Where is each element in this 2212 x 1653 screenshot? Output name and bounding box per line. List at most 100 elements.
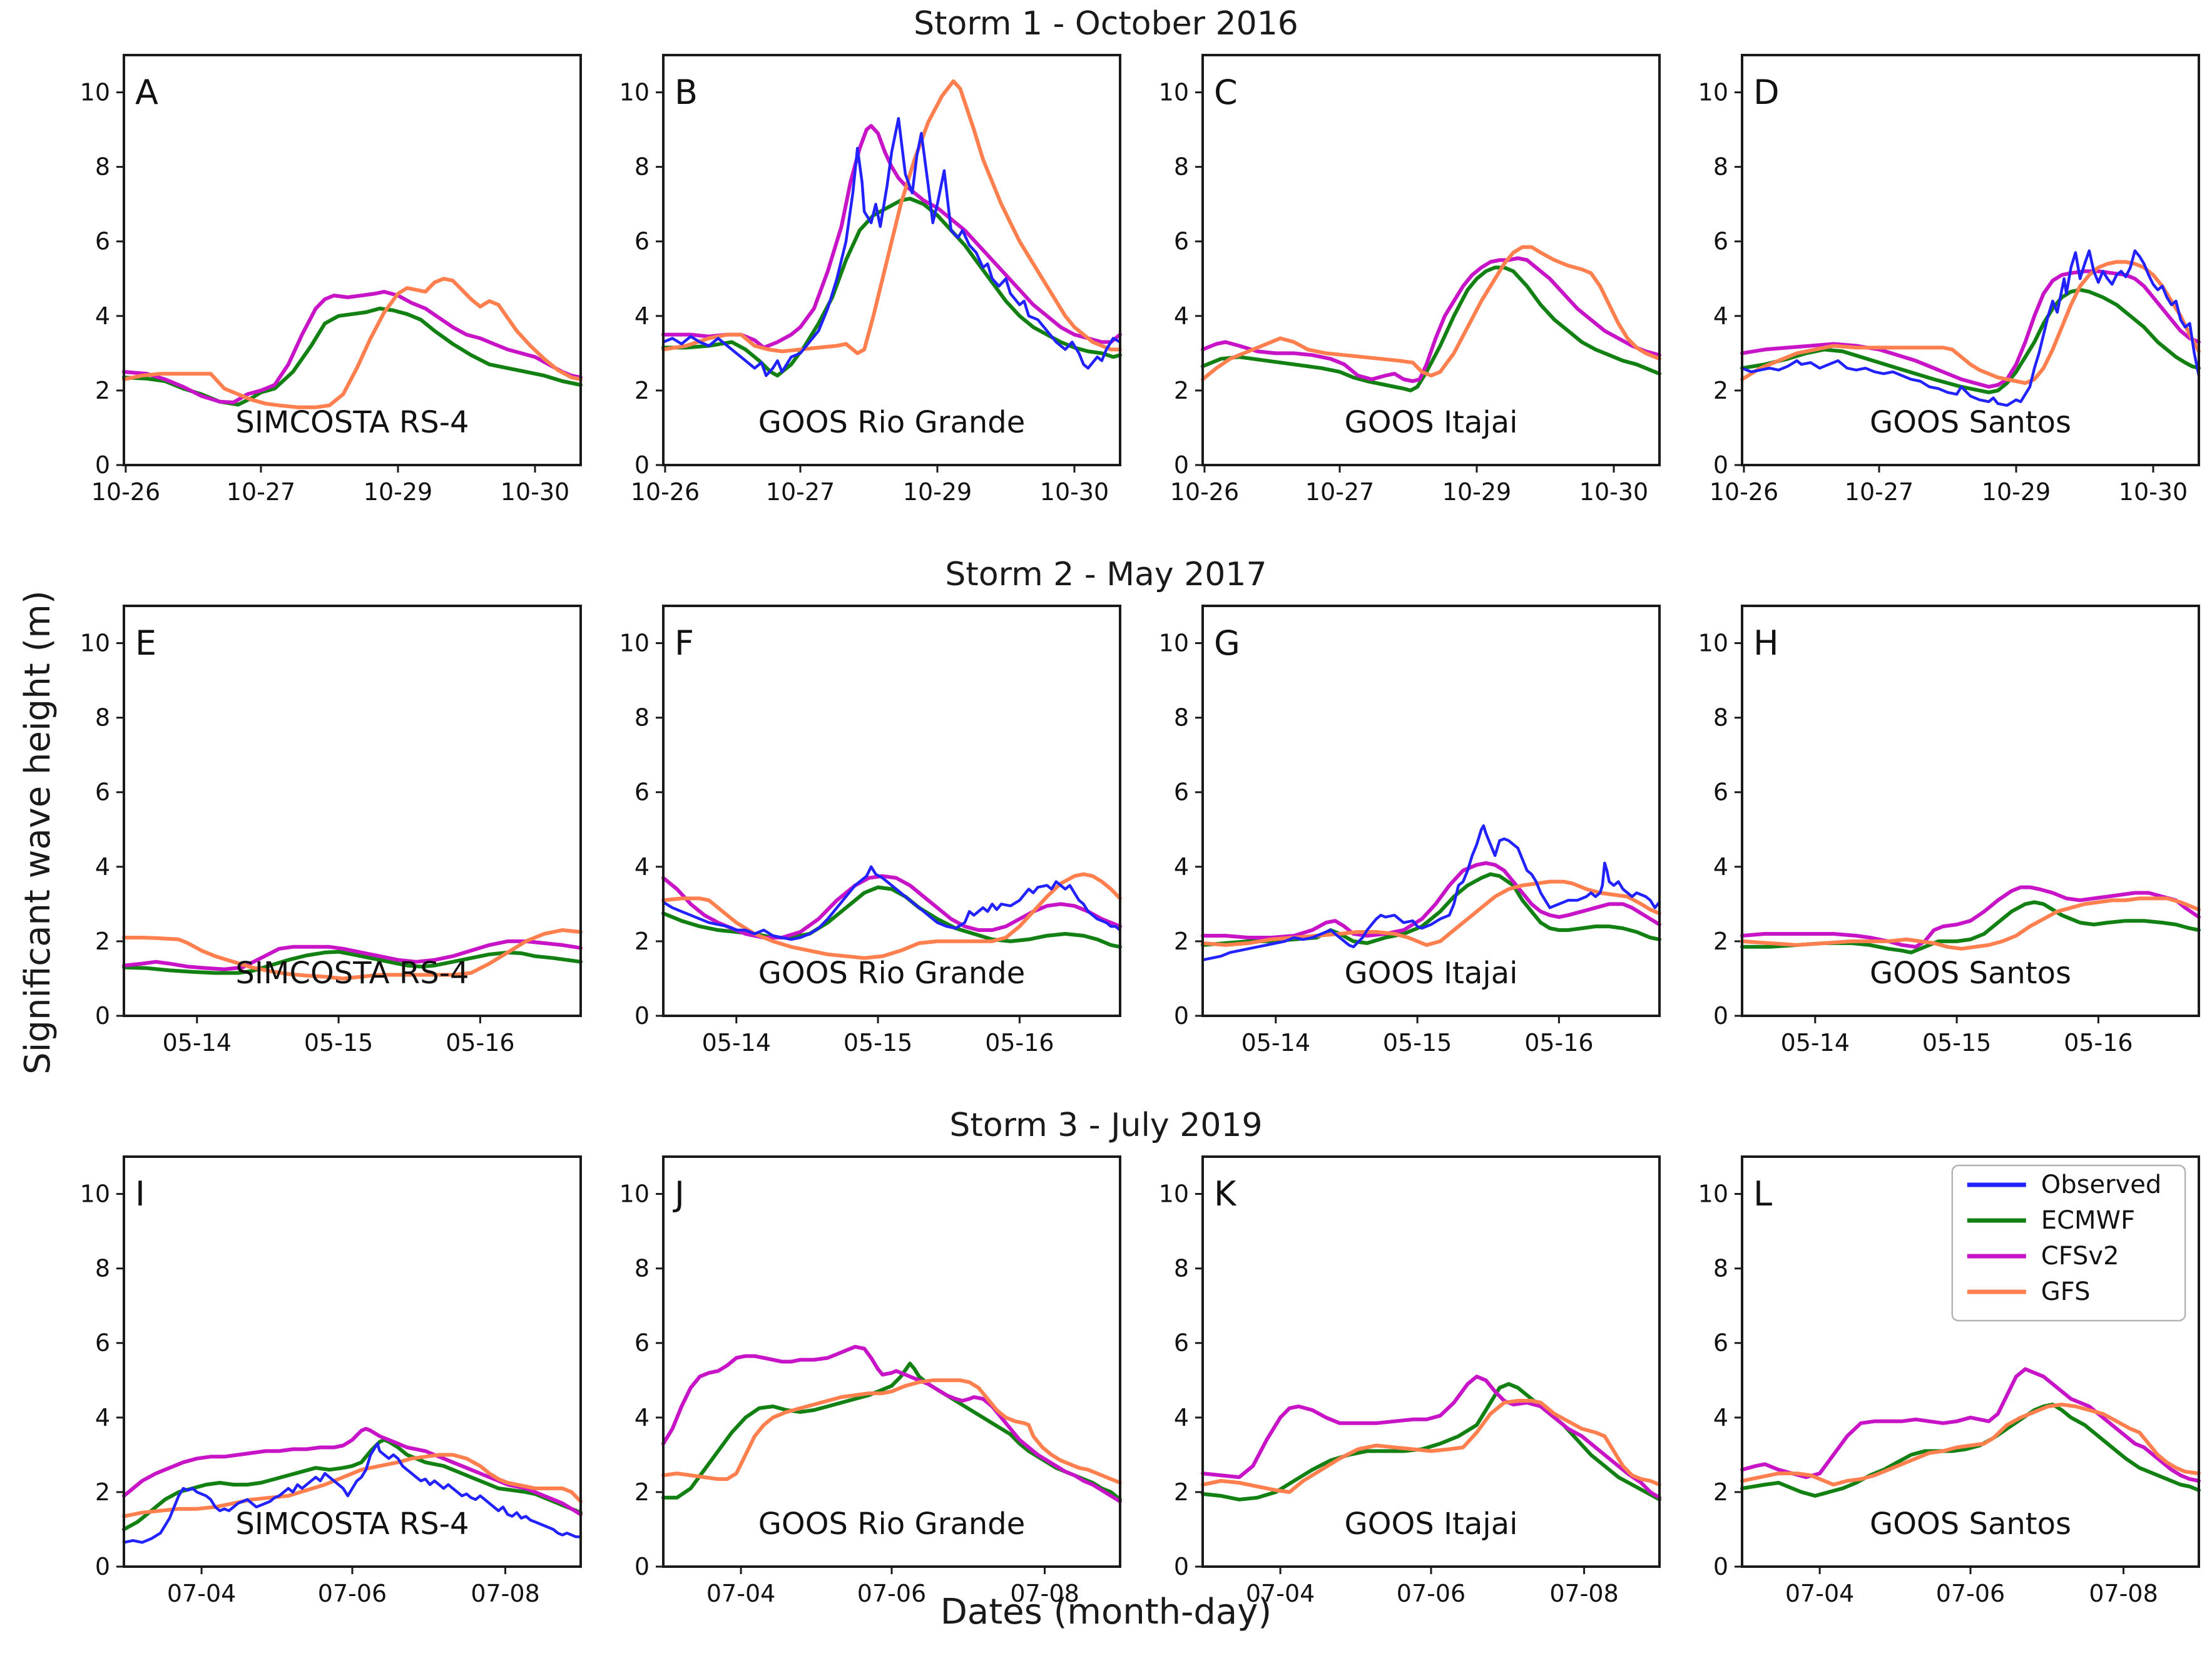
series-line-gfs <box>1201 1399 1661 1494</box>
series-line-observed <box>1740 249 2201 407</box>
x-tick-label: 07-04 <box>1785 1580 1854 1607</box>
y-tick-label: 4 <box>95 853 110 881</box>
series-line-observed <box>661 865 1122 941</box>
y-tick-label: 6 <box>1713 228 1728 255</box>
series-line-observed <box>122 1442 583 1544</box>
x-tick-label: 05-15 <box>844 1029 912 1057</box>
panel-d-chart: 0 2 4 6 8 10 10-26 10-27 10-29 10-30 D GOOS Santos <box>1698 54 2201 506</box>
y-tick-label: 4 <box>1713 1404 1728 1431</box>
y-tick-label: 6 <box>95 1329 110 1357</box>
y-tick-label: 8 <box>1713 1255 1728 1282</box>
y-tick-label: 10 <box>619 1180 650 1208</box>
series-line-gfs <box>1201 245 1661 381</box>
station-label: GOOS Santos <box>1870 1507 2071 1542</box>
series-line-ecmwf <box>1740 288 2201 394</box>
station-label: GOOS Itajai <box>1345 1507 1518 1542</box>
y-tick-label: 10 <box>1159 1180 1189 1208</box>
row3-title: Storm 3 - July 2019 <box>949 1107 1263 1144</box>
y-tick-label: 2 <box>635 1478 650 1506</box>
panel-letter: D <box>1753 73 1780 112</box>
y-tick-label: 10 <box>619 79 650 106</box>
y-tick-label: 10 <box>80 79 110 106</box>
axes-frame <box>123 605 582 1017</box>
panel-letter: J <box>673 1174 685 1214</box>
series-line-cfsv2 <box>661 124 1122 350</box>
x-tick-label: 10-30 <box>2119 478 2188 506</box>
series-line-ecmwf <box>1201 265 1661 392</box>
series-line-cfsv2 <box>1201 861 1661 939</box>
station-label: SIMCOSTA RS-4 <box>235 405 469 440</box>
y-tick-label: 2 <box>95 1478 110 1506</box>
x-tick-label: 05-16 <box>2064 1029 2133 1057</box>
panel-f-chart: 0 2 4 6 8 10 05-14 05-15 05-16 F GOOS Rio Grande <box>619 605 1122 1057</box>
row2-title: Storm 2 - May 2017 <box>945 556 1267 593</box>
x-tick-label: 05-14 <box>702 1029 771 1057</box>
x-tick-label: 05-16 <box>1524 1029 1593 1057</box>
y-tick-label: 4 <box>1174 1404 1189 1431</box>
y-tick-label: 2 <box>1174 928 1189 955</box>
x-tick-label: 05-15 <box>1922 1029 1991 1057</box>
y-tick-label: 8 <box>1174 704 1189 732</box>
series-line-cfsv2 <box>122 939 583 971</box>
series-line-observed <box>661 116 1122 377</box>
y-tick-label: 8 <box>1174 153 1189 181</box>
panel-letter: G <box>1214 623 1240 663</box>
panel-l-chart: 0 2 4 6 8 10 07-04 07-06 07-08 L GOOS Santos Observ… <box>1698 1155 2201 1607</box>
y-tick-label: 8 <box>1713 153 1728 181</box>
y-tick-label: 4 <box>95 302 110 330</box>
x-tick-label: 10-27 <box>766 478 835 506</box>
y-tick-label: 6 <box>95 228 110 255</box>
x-tick-label: 07-08 <box>1549 1580 1618 1607</box>
y-tick-label: 4 <box>1713 302 1728 330</box>
y-tick-label: 8 <box>95 704 110 732</box>
y-tick-label: 4 <box>635 853 650 881</box>
y-tick-label: 10 <box>1698 1180 1728 1208</box>
y-tick-label: 2 <box>1174 1478 1189 1506</box>
axes-frame <box>1201 1155 1661 1568</box>
y-tick-label: 10 <box>80 1180 110 1208</box>
series-line-cfsv2 <box>1201 256 1661 383</box>
series-line-gfs <box>1201 879 1661 947</box>
x-tick-label: 05-16 <box>446 1029 514 1057</box>
x-tick-label: 10-29 <box>903 478 972 506</box>
x-axis-label: Dates (month-day) <box>940 1592 1272 1632</box>
x-tick-label: 07-06 <box>1397 1580 1465 1607</box>
y-tick-label: 6 <box>635 779 650 806</box>
series-line-gfs <box>1740 1403 2201 1487</box>
station-label: GOOS Santos <box>1870 405 2071 440</box>
x-tick-label: 05-14 <box>163 1029 232 1057</box>
y-tick-label: 6 <box>1174 228 1189 255</box>
y-tick-label: 0 <box>1713 1002 1728 1030</box>
series-line-cfsv2 <box>661 1344 1122 1503</box>
y-tick-label: 0 <box>1713 1553 1728 1580</box>
series-line-gfs <box>122 277 583 409</box>
panel-h-chart: 0 2 4 6 8 10 05-14 05-15 05-16 H GOOS Santos <box>1698 605 2201 1057</box>
x-tick-label: 10-27 <box>1845 478 1914 506</box>
axes-frame <box>662 1155 1121 1568</box>
x-tick-label: 10-26 <box>91 478 160 506</box>
y-tick-label: 6 <box>635 228 650 255</box>
y-tick-label: 8 <box>635 1255 650 1282</box>
x-tick-label: 10-27 <box>1305 478 1374 506</box>
y-tick-label: 4 <box>635 302 650 330</box>
y-tick-label: 4 <box>1174 302 1189 330</box>
y-tick-label: 2 <box>635 377 650 404</box>
y-tick-label: 4 <box>1713 853 1728 881</box>
x-tick-label: 05-14 <box>1781 1029 1850 1057</box>
x-tick-label: 10-27 <box>227 478 295 506</box>
legend-label-gfs: GFS <box>2041 1277 2091 1306</box>
panel-j-chart: 0 2 4 6 8 10 07-04 07-06 07-08 J GOOS Rio Grande <box>619 1155 1122 1607</box>
axes-frame <box>123 1155 582 1568</box>
series-line-ecmwf <box>122 949 583 975</box>
series-line-ecmwf <box>1740 900 2201 954</box>
y-tick-label: 8 <box>635 704 650 732</box>
station-label: GOOS Rio Grande <box>758 1507 1026 1542</box>
panel-letter: I <box>135 1174 145 1214</box>
panel-letter: C <box>1214 73 1238 112</box>
y-tick-label: 2 <box>635 928 650 955</box>
y-tick-label: 0 <box>1174 1553 1189 1580</box>
y-tick-label: 10 <box>1698 79 1728 106</box>
series-line-observed <box>1201 824 1661 961</box>
y-tick-label: 0 <box>635 1553 650 1580</box>
series-line-cfsv2 <box>1740 269 2201 389</box>
